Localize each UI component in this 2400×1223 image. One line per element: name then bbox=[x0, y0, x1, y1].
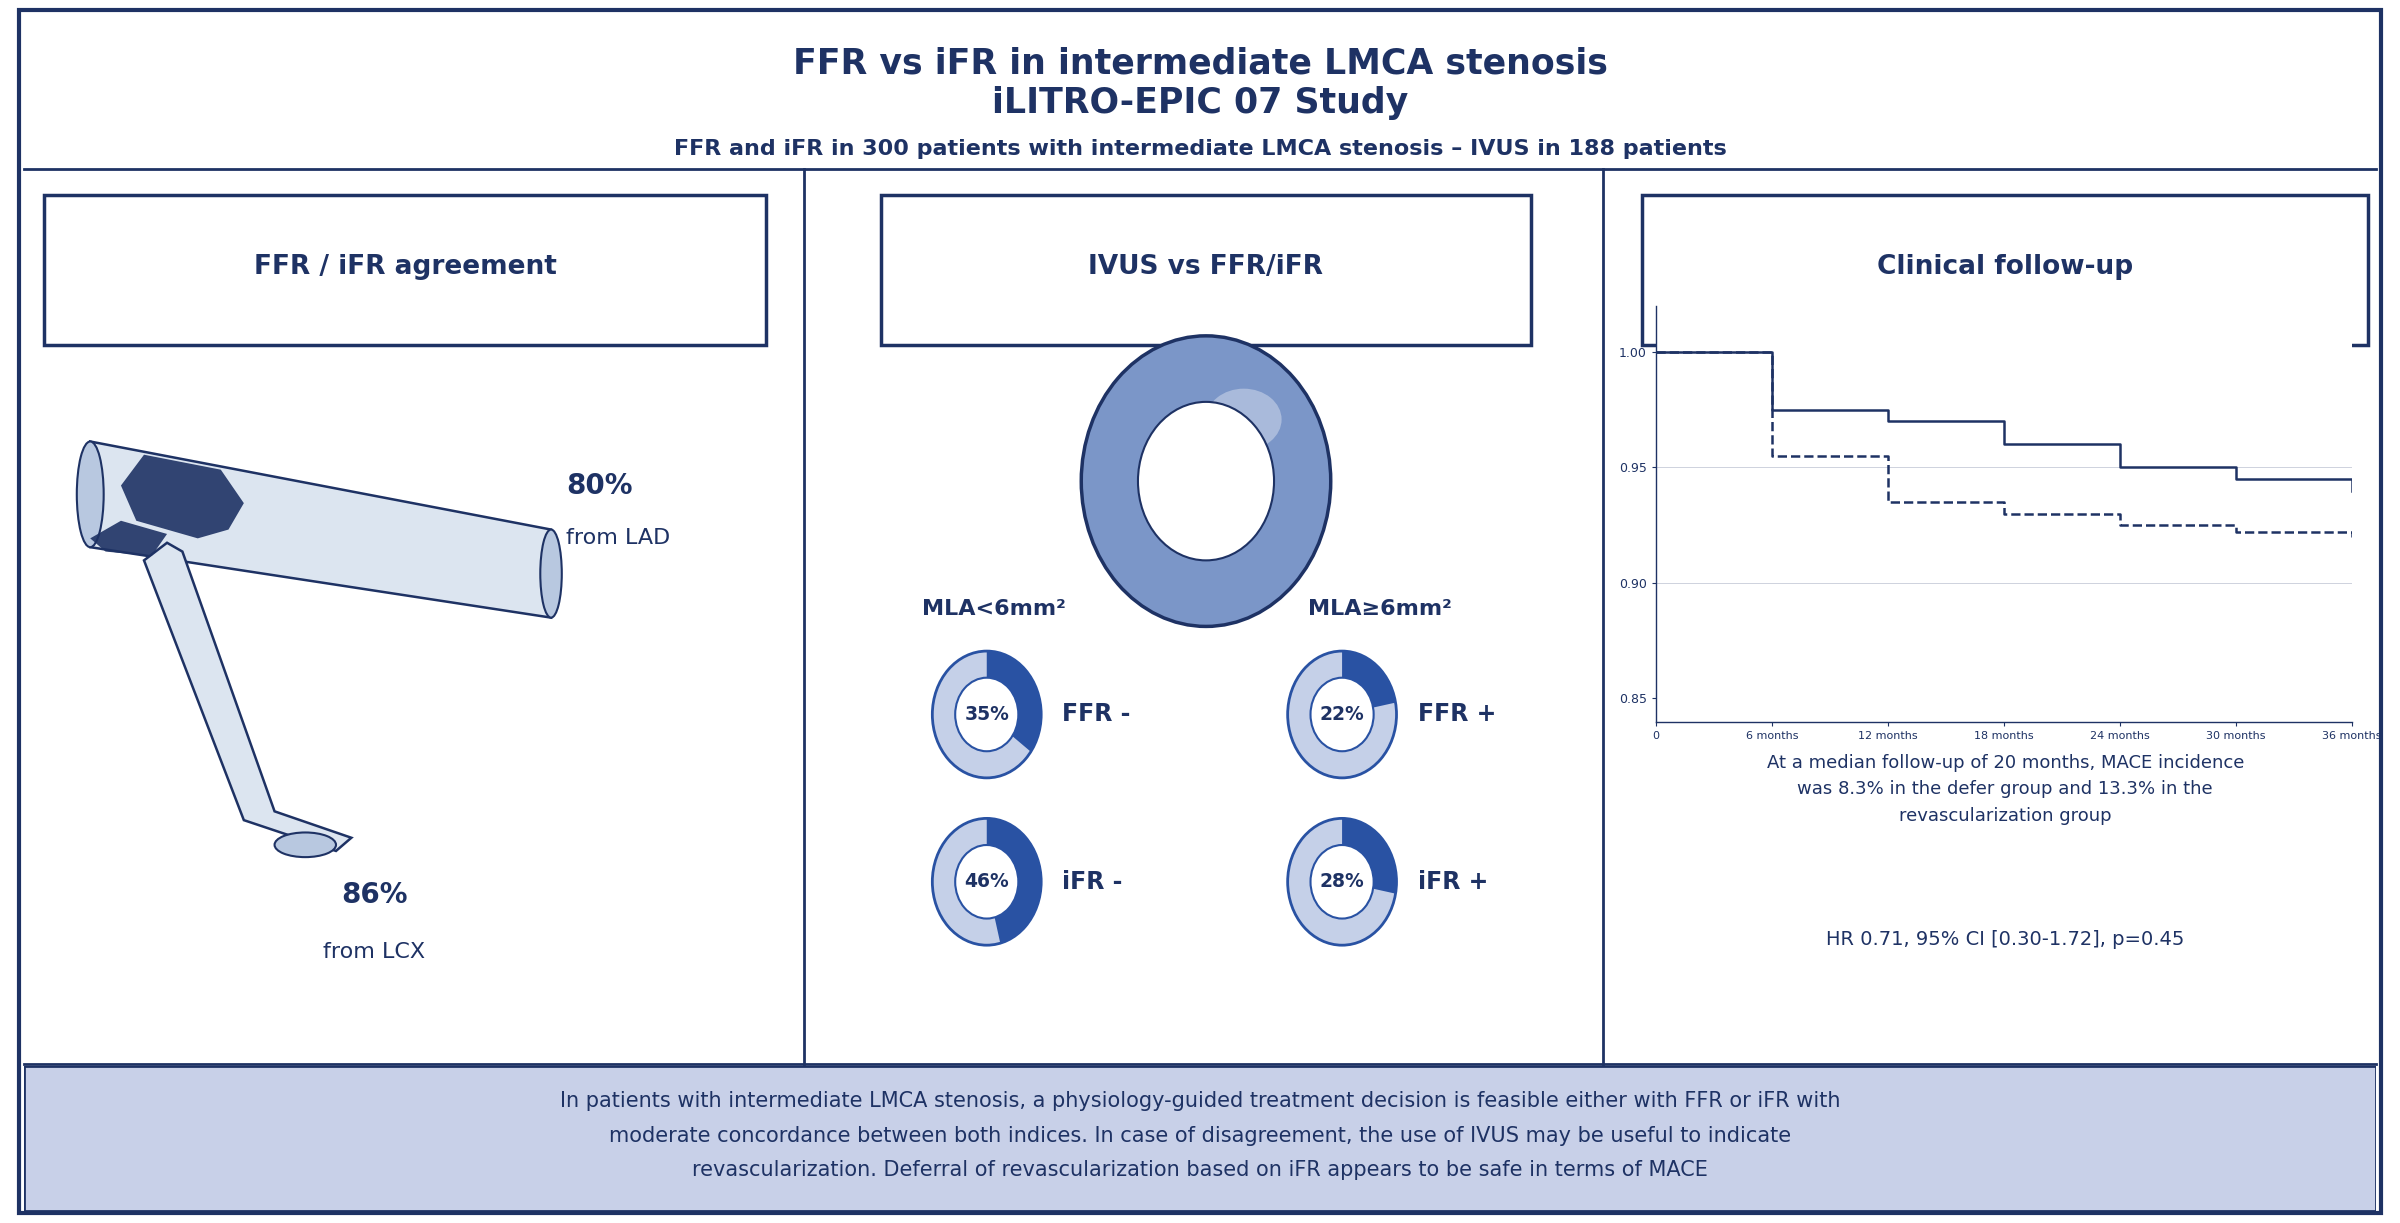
Text: HR 0.71, 95% CI [0.30-1.72], p=0.45: HR 0.71, 95% CI [0.30-1.72], p=0.45 bbox=[1826, 929, 2184, 949]
Circle shape bbox=[931, 818, 1042, 945]
Circle shape bbox=[1310, 678, 1373, 751]
Text: MLA≥6mm²: MLA≥6mm² bbox=[1308, 599, 1452, 619]
Circle shape bbox=[1289, 818, 1397, 945]
Text: from LCX: from LCX bbox=[324, 942, 425, 963]
Text: FFR vs iFR in intermediate LMCA stenosis: FFR vs iFR in intermediate LMCA stenosis bbox=[792, 46, 1608, 81]
Text: IVUS vs FFR/iFR: IVUS vs FFR/iFR bbox=[1090, 254, 1322, 280]
Text: iFR -: iFR - bbox=[1063, 870, 1123, 894]
Wedge shape bbox=[986, 818, 1042, 943]
Text: from LAD: from LAD bbox=[566, 528, 670, 548]
Circle shape bbox=[1082, 336, 1330, 626]
FancyBboxPatch shape bbox=[24, 1066, 2376, 1211]
Circle shape bbox=[955, 845, 1018, 918]
Circle shape bbox=[1138, 402, 1274, 560]
Ellipse shape bbox=[274, 833, 336, 857]
Polygon shape bbox=[144, 543, 350, 851]
Text: In patients with intermediate LMCA stenosis, a physiology-guided treatment decis: In patients with intermediate LMCA steno… bbox=[559, 1091, 1841, 1180]
Polygon shape bbox=[120, 455, 245, 538]
Text: 28%: 28% bbox=[1320, 872, 1366, 892]
Text: iLITRO-EPIC 07 Study: iLITRO-EPIC 07 Study bbox=[991, 86, 1409, 120]
FancyBboxPatch shape bbox=[1642, 194, 2369, 345]
Circle shape bbox=[955, 678, 1018, 751]
Text: iFR +: iFR + bbox=[1418, 870, 1488, 894]
Polygon shape bbox=[91, 521, 168, 556]
Text: FFR and iFR in 300 patients with intermediate LMCA stenosis – IVUS in 188 patien: FFR and iFR in 300 patients with interme… bbox=[674, 139, 1726, 159]
Ellipse shape bbox=[540, 530, 562, 618]
Text: LMCA revascularization deferred according to iFR and IVUS in 181 patients: LMCA revascularization deferred accordin… bbox=[1745, 368, 2266, 383]
Text: 86%: 86% bbox=[341, 881, 408, 909]
Text: At a median follow-up of 20 months, MACE incidence
was 8.3% in the defer group a: At a median follow-up of 20 months, MACE… bbox=[1766, 753, 2244, 824]
Text: MLA<6mm²: MLA<6mm² bbox=[922, 599, 1066, 619]
Wedge shape bbox=[1342, 818, 1397, 894]
Wedge shape bbox=[986, 651, 1042, 752]
FancyBboxPatch shape bbox=[881, 194, 1531, 345]
Text: 80%: 80% bbox=[566, 472, 634, 499]
Text: FFR -: FFR - bbox=[1063, 702, 1130, 726]
Text: 46%: 46% bbox=[965, 872, 1008, 892]
Text: FFR +: FFR + bbox=[1418, 702, 1495, 726]
Polygon shape bbox=[91, 442, 552, 618]
Ellipse shape bbox=[77, 442, 103, 547]
Text: 22%: 22% bbox=[1320, 704, 1366, 724]
Text: 35%: 35% bbox=[965, 704, 1008, 724]
Wedge shape bbox=[1342, 651, 1394, 708]
FancyBboxPatch shape bbox=[43, 194, 766, 345]
Text: FFR / iFR agreement: FFR / iFR agreement bbox=[254, 254, 557, 280]
Circle shape bbox=[1289, 651, 1397, 778]
Circle shape bbox=[931, 651, 1042, 778]
Text: Clinical follow-up: Clinical follow-up bbox=[1877, 254, 2134, 280]
Ellipse shape bbox=[1205, 389, 1282, 450]
Circle shape bbox=[1310, 845, 1373, 918]
